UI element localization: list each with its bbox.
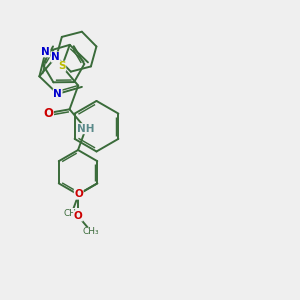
- Text: N: N: [41, 47, 50, 57]
- Text: CH₃: CH₃: [83, 227, 99, 236]
- Text: O: O: [74, 189, 83, 199]
- Text: CH₃: CH₃: [64, 208, 80, 217]
- Text: O: O: [74, 211, 82, 221]
- Text: NH: NH: [77, 124, 94, 134]
- Text: O: O: [44, 106, 53, 119]
- Text: N: N: [53, 89, 62, 99]
- Text: S: S: [58, 61, 66, 71]
- Text: N: N: [51, 52, 60, 62]
